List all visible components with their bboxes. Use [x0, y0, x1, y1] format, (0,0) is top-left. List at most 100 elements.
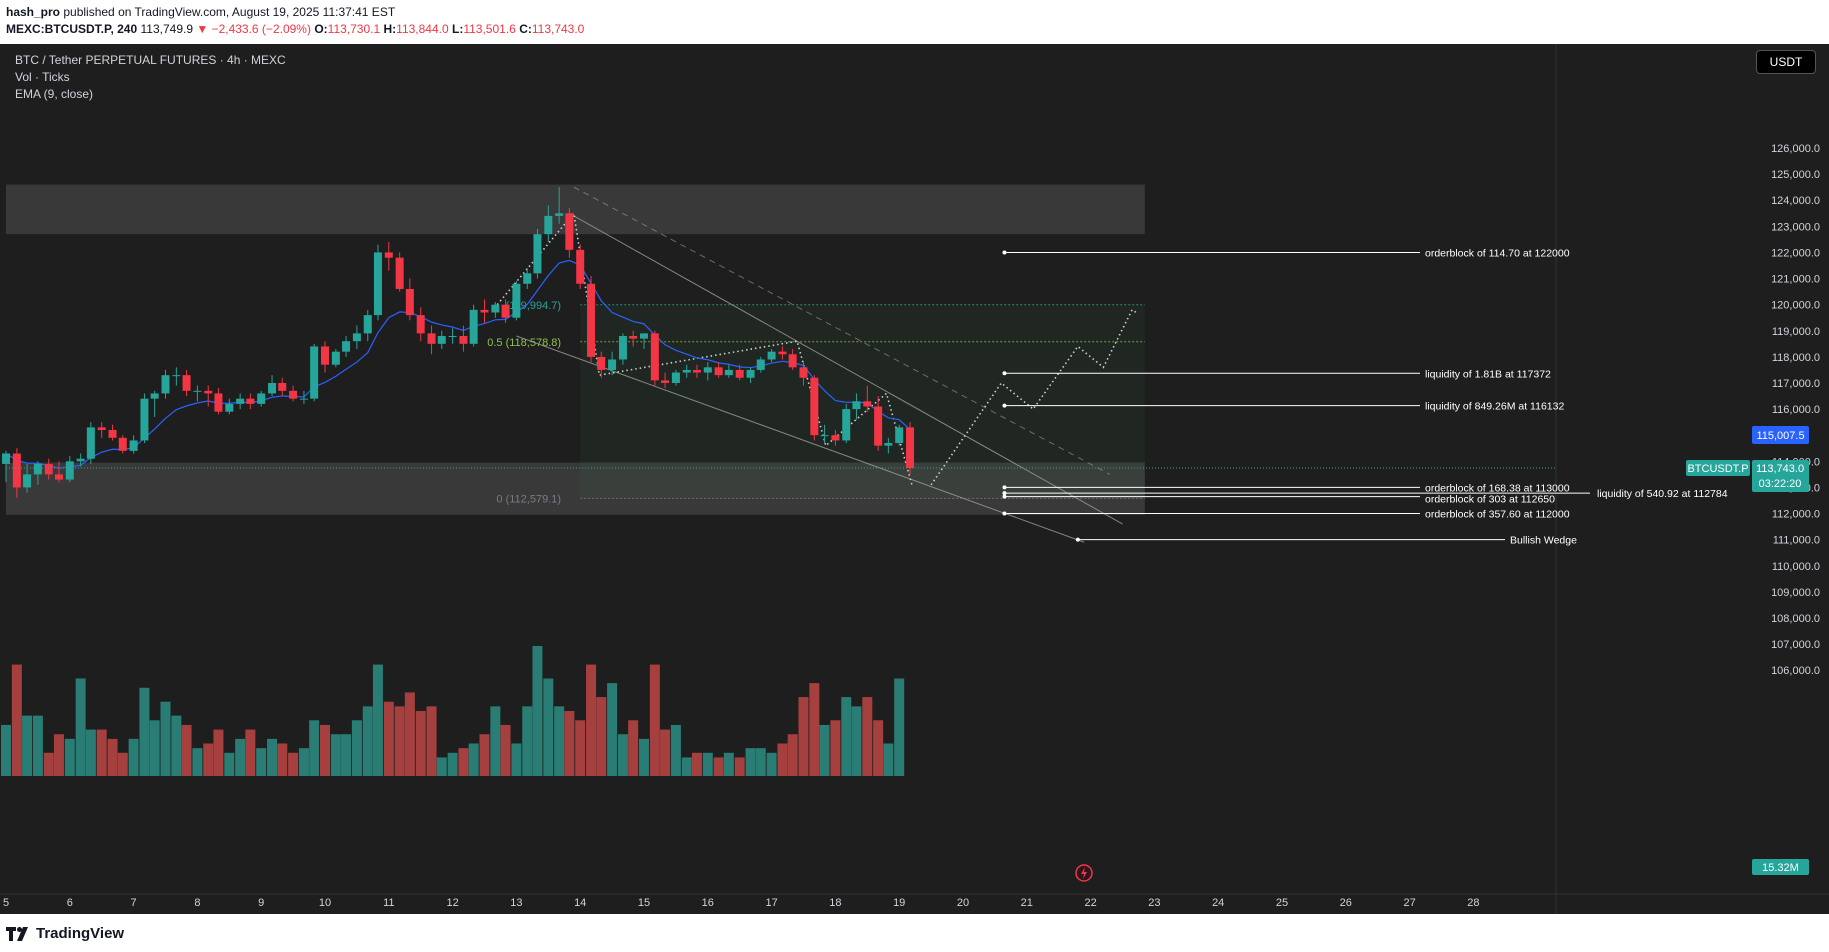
chart-area[interactable]: 0.5 (118,578.8) 0 (112,579.1) (119,994.7) o… [0, 44, 1829, 914]
candle-body [767, 351, 776, 360]
volume-bar [213, 729, 224, 776]
candle-body [182, 375, 191, 391]
supply-demand-zone [6, 184, 1145, 235]
candle-body [756, 359, 765, 370]
volume-bar [458, 748, 469, 776]
volume-last-tag: 15.32M [1762, 862, 1799, 874]
low-label: L: [452, 22, 464, 36]
candle-body [33, 463, 42, 475]
volume-bar [851, 706, 862, 776]
x-axis-tick-label: 12 [446, 897, 458, 909]
candle-body [703, 367, 712, 373]
candle-body [416, 315, 425, 334]
x-axis-tick-label: 7 [131, 897, 137, 909]
candle-body [65, 461, 74, 480]
volume-bar [660, 729, 671, 776]
close-label: C: [519, 22, 532, 36]
candle-body [172, 375, 181, 377]
symbol-tag-bg [1686, 460, 1750, 477]
candle-body [810, 377, 819, 436]
y-axis-tick-label: 126,000.0 [1771, 143, 1820, 155]
fibonacci-range-box [580, 304, 1145, 499]
candle-body [384, 252, 393, 258]
low-value: 113,501.6 [463, 22, 516, 36]
volume-bar [617, 734, 628, 776]
volume-bar [511, 743, 522, 776]
candle-body [437, 335, 446, 344]
x-axis-tick-label: 5 [3, 897, 9, 909]
volume-bar [819, 724, 830, 776]
x-axis-tick-label: 17 [765, 897, 777, 909]
volume-bar [830, 720, 841, 776]
candle-body [491, 304, 500, 313]
volume-bar [564, 711, 575, 776]
price-chart[interactable]: 0.5 (118,578.8)0 (112,579.1)(119,994.7)o… [0, 44, 1829, 914]
volume-bar [766, 752, 777, 776]
volume-bar [702, 752, 713, 776]
tradingview-logo-icon [6, 926, 28, 941]
y-axis-tick-label: 111,000.0 [1773, 535, 1820, 547]
volume-bar [575, 720, 586, 776]
x-axis-tick-label: 22 [1084, 897, 1096, 909]
x-axis-tick-label: 9 [258, 897, 264, 909]
volume-bar [490, 706, 501, 776]
volume-bar [203, 743, 214, 776]
volume-bar [171, 715, 182, 776]
volume-bar [372, 664, 383, 776]
last-price-value: 113,743.0 [1756, 463, 1804, 475]
annotation-label: liquidity of 540.92 at 112784 [1597, 488, 1728, 500]
candle-body [735, 369, 744, 378]
candle-body [629, 335, 638, 339]
volume-bar [745, 748, 756, 776]
volume-bar [691, 752, 702, 776]
volume-bar [543, 678, 554, 776]
currency-button[interactable]: USDT [1756, 50, 1816, 74]
tradingview-logo[interactable]: TradingView [6, 925, 124, 942]
candle-body [278, 382, 287, 391]
volume-bar [447, 752, 458, 776]
volume-bar [755, 748, 766, 776]
candle-body [874, 406, 883, 446]
candle-body [501, 304, 510, 318]
candle-body [746, 369, 755, 378]
candle-body [108, 429, 117, 438]
candle-body [321, 346, 329, 365]
x-axis-tick-label: 23 [1148, 897, 1160, 909]
candle-body [533, 234, 542, 274]
close-value: 113,743.0 [531, 22, 585, 36]
candle-body [363, 315, 372, 334]
fibonacci-level-label: 0 (112,579.1) [496, 493, 561, 505]
candle-body [618, 335, 627, 360]
candle-body [724, 369, 733, 376]
candle-body [76, 458, 85, 462]
wedge-upper-line [573, 215, 1123, 525]
candle-body [895, 427, 904, 444]
candle-body [44, 463, 53, 475]
volume-bar [181, 724, 192, 776]
candle-body [129, 440, 138, 451]
volume-bar [267, 738, 278, 776]
volume-bar [224, 752, 235, 776]
candle-body [650, 333, 659, 381]
volume-bar [277, 743, 288, 776]
volume-bar [22, 715, 33, 776]
y-axis-tick-label: 109,000.0 [1771, 587, 1820, 599]
volume-bar [404, 692, 415, 776]
publish-info: hash_pro published on TradingView.com, A… [6, 5, 395, 19]
volume-bar [117, 752, 128, 776]
bar-countdown: 03:22:20 [1759, 478, 1802, 490]
candle-body [2, 453, 10, 464]
volume-bar [11, 664, 22, 776]
candle-body [480, 309, 489, 313]
candle-body [448, 335, 457, 337]
volume-bar [128, 738, 139, 776]
candle-body [831, 435, 840, 441]
candle-body [682, 369, 691, 373]
candle-body [714, 367, 723, 376]
candle-body [427, 333, 436, 344]
volume-bar [681, 757, 692, 776]
candle-body [86, 427, 95, 459]
y-axis-tick-label: 117,000.0 [1772, 378, 1820, 390]
candle-body [884, 443, 893, 446]
volume-bar [873, 720, 884, 776]
